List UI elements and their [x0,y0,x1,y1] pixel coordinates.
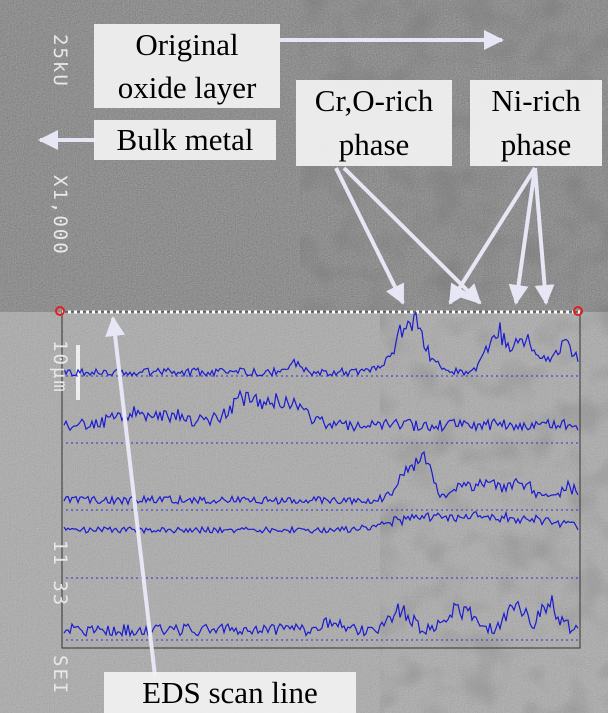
scale-label: 10µm [49,340,71,394]
code: 11 33 [49,540,71,607]
arrow [334,167,405,305]
annotation: Original [135,27,238,62]
label-box [296,80,452,166]
mode: SEI [49,655,71,695]
eds-traces [63,311,579,641]
label-box [470,80,602,166]
annotation: EDS scan line [142,675,318,710]
eds-trace [63,389,579,433]
arrow [342,166,482,305]
annotation: Ni-rich [491,83,581,118]
sem-info: 25kU X1,000 10µm 11 33 SEI [49,34,71,695]
arrow [508,167,537,305]
label-box [94,24,280,108]
eds-trace [63,311,579,378]
annotation: phase [501,127,572,162]
eds-trace [63,450,579,506]
annotation: Bulk metal [117,122,254,157]
magnification: X1,000 [49,175,71,256]
arrow [105,316,157,677]
label-box [104,672,356,713]
annotation: phase [339,127,410,162]
scale-bar [76,345,80,400]
arrows [38,30,555,677]
annotation: oxide layer [118,70,257,105]
eds-trace [63,510,579,535]
scan-start [55,306,65,316]
scan-end [573,306,583,316]
voltage: 25kU [49,34,71,88]
arrow [533,167,555,305]
label-box [94,120,276,160]
phase-blobs-bottom [380,312,608,713]
annotation: Cr,O-rich [315,83,434,118]
arrow [448,166,537,305]
